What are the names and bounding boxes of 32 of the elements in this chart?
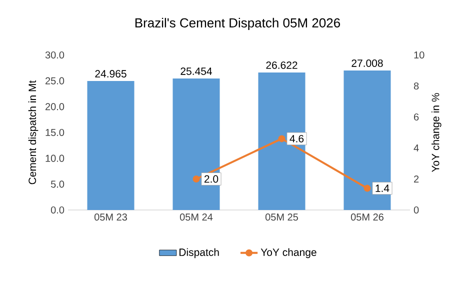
data-label: 4.6	[290, 134, 304, 142]
y2-tick-label: 0	[414, 206, 419, 214]
x-tick-label: 05M 25	[265, 214, 298, 221]
y2-axis-title: YoY change in %	[432, 93, 442, 172]
y-tick-label: 30.0	[45, 51, 64, 59]
y-tick-label: 25.0	[46, 77, 64, 84]
x-tick-label: 05M 23	[94, 214, 127, 221]
data-label: 26.622	[266, 61, 298, 69]
point	[364, 184, 371, 192]
y2-tick-label: 10	[414, 51, 424, 59]
y-tick-label: 15.0	[46, 128, 64, 136]
y-tick-label: 5.0	[50, 180, 64, 188]
y2-tick-label: 4	[414, 144, 419, 152]
legend-label: YoY change	[260, 248, 316, 258]
data-label: 25.454	[180, 68, 212, 75]
x-tick-label: 05M 24	[180, 214, 213, 221]
x-tick-label: 05M 26	[350, 214, 384, 221]
chart-title: Brazil's Cement Dispatch 05M 2026	[135, 18, 340, 30]
y-axis-title: Cement dispatch in Mt	[28, 80, 38, 184]
data-label: 1.4	[376, 184, 390, 192]
y2-tick-label: 2	[414, 176, 419, 182]
data-label: 27.008	[352, 59, 383, 67]
data-label: 24.965	[95, 70, 126, 78]
y-tick-label: 20.0	[46, 103, 64, 110]
legend-label: Dispatch	[180, 248, 219, 258]
data-label: 2.0	[204, 175, 218, 183]
point	[192, 175, 200, 182]
y2-tick-label: 8	[414, 82, 419, 90]
point	[278, 135, 286, 142]
y2-tick-label: 6	[414, 113, 419, 121]
y-tick-label: 10.0	[46, 154, 64, 162]
y-tick-label: 0.0	[50, 206, 64, 214]
